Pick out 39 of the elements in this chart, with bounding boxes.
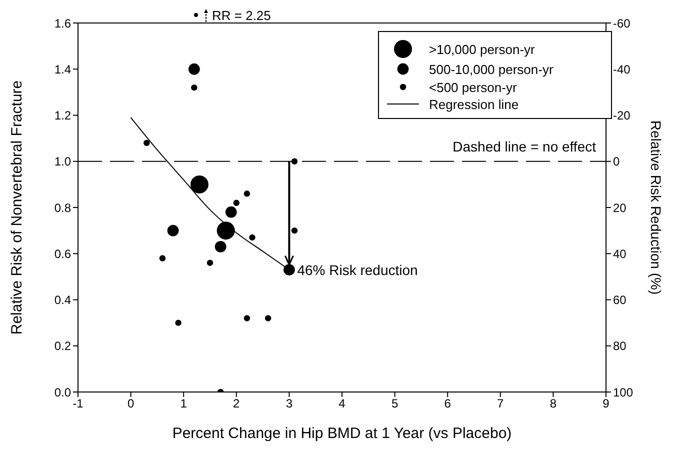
y2-tick-label: -40 [613, 62, 631, 76]
x-tick-label: 0 [127, 396, 134, 411]
y-tick-label: 0.2 [54, 339, 72, 354]
annotation: 46% Risk reduction [297, 262, 418, 278]
x-tick-label: 2 [233, 396, 240, 411]
y2-tick-label: 60 [613, 293, 627, 308]
y-tick-label: 1.6 [54, 16, 72, 30]
y2-axis-title: Relative Risk Reduction (%) [648, 120, 664, 295]
x-tick-label: 1 [180, 396, 188, 411]
y-axis-title: Relative Risk of Nonvertebral Fracture [8, 80, 26, 335]
legend-label: >10,000 person-yr [429, 42, 535, 56]
legend-label: <500 person-yr [429, 80, 517, 94]
x-tick-label: 9 [602, 396, 610, 411]
y-tick-label: 0.4 [54, 293, 72, 308]
y-tick-label: 0.8 [54, 200, 72, 215]
x-tick-label: 5 [391, 396, 398, 411]
y2-tick-label: 80 [613, 339, 627, 354]
ref-line-label: Dashed line = no effect [452, 138, 596, 154]
annotation: RR = 2.25 [212, 8, 271, 23]
y2-tick-label: -60 [613, 16, 631, 30]
x-tick-label: 7 [497, 396, 504, 411]
y2-tick-label: 100 [613, 385, 634, 400]
legend-label: Regression line [429, 96, 519, 112]
y-tick-label: 1.4 [54, 62, 72, 76]
x-tick-label: 8 [550, 396, 557, 411]
x-tick-label: 4 [338, 396, 346, 411]
y-tick-label: 0.0 [54, 385, 72, 400]
x-tick-label: -1 [72, 396, 84, 411]
x-axis-title: Percent Change in Hip BMD at 1 Year (vs Placebo) [172, 425, 512, 442]
y-tick-label: 1.0 [54, 154, 72, 169]
x-tick-label: 3 [286, 396, 293, 411]
legend-label: 500-10,000 person-yr [429, 62, 554, 76]
y2-tick-label: 20 [613, 200, 627, 215]
y2-tick-label: 40 [613, 246, 627, 261]
y-tick-label: 1.2 [54, 108, 72, 123]
x-tick-label: 6 [444, 396, 452, 411]
y2-tick-label: -20 [613, 108, 631, 123]
y2-tick-label: 0 [613, 154, 620, 169]
y-tick-label: 0.6 [54, 246, 72, 261]
